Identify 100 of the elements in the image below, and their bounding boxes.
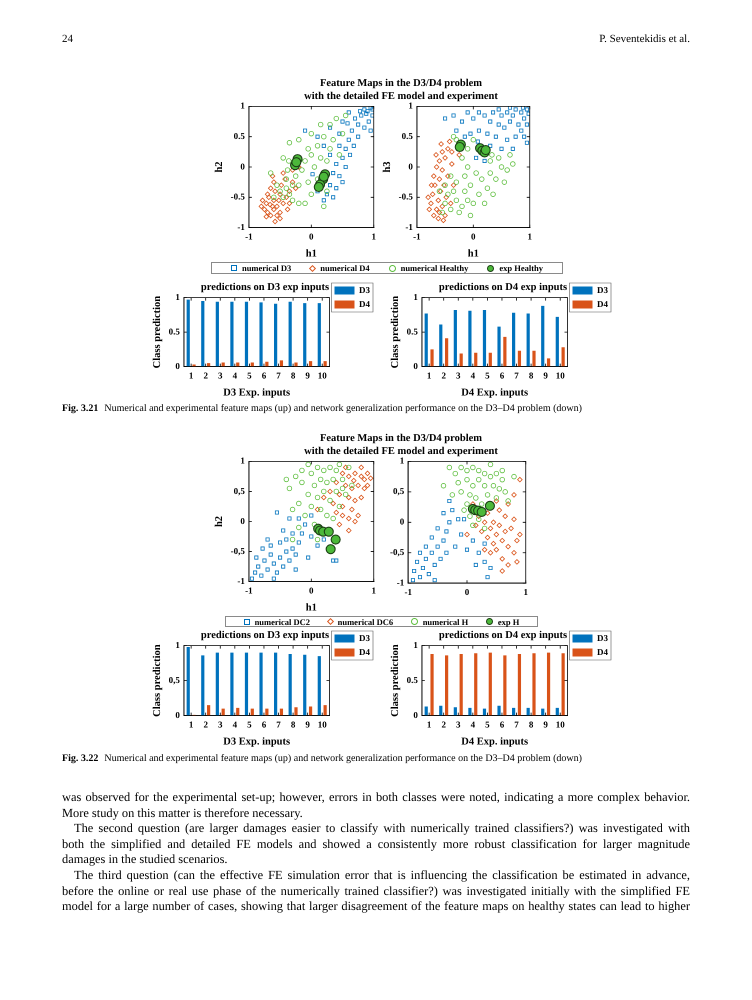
x-tick-label: 0	[471, 231, 476, 242]
x-tick-label: 1	[426, 719, 432, 730]
y-tick-label: 1	[413, 292, 418, 302]
x-tick-label: 1	[372, 585, 376, 596]
x-tick-label: 1	[426, 370, 432, 380]
x-tick-label: 6	[262, 719, 267, 730]
x-axis-title: D3 Exp. inputs	[223, 736, 290, 748]
x-tick-label: 10	[318, 370, 328, 380]
x-tick-label: 9	[305, 370, 310, 380]
x-tick-label: 7	[276, 719, 282, 730]
legend-label: D3	[597, 632, 608, 643]
y-tick-label: -0.5	[398, 192, 414, 202]
y-tick-label: 0,5	[234, 486, 246, 496]
y-tick-label: 0.5	[402, 131, 414, 142]
text: Feature Maps in the D3/D4 problem	[318, 432, 484, 445]
y-tick-label: 0	[408, 161, 414, 172]
y-tick-label: -1	[237, 222, 246, 232]
x-tick-label: 2	[203, 719, 208, 730]
legend-label: numerical D4	[320, 263, 370, 273]
legend-label: numerical Healthy	[400, 263, 468, 273]
x-tick-label: 6	[500, 370, 505, 380]
y-tick-label: 0	[400, 516, 405, 527]
y-tick-label: 0	[413, 710, 418, 720]
y-tick-label: 0.5	[234, 131, 246, 142]
legend-label: exp Healthy	[499, 263, 544, 273]
text: model for a large number of cases, showing that larger disagreement of the feature maps on healthy states can lead to higher	[62, 899, 690, 915]
text: The third question (can the effective FE simulation error that is influencing the classification be estimated in advance,	[73, 868, 690, 884]
x-tick-label: 8	[528, 719, 534, 730]
y-tick-label: -0,5	[390, 547, 405, 558]
x-tick-label: 4	[470, 719, 476, 730]
x-axis-title: D4 Exp. inputs	[461, 387, 528, 398]
legend-label: D3	[359, 284, 370, 295]
y-tick-label: 1	[240, 456, 246, 466]
y-axis-title: h2	[214, 161, 226, 173]
legend-label: numerical H	[422, 616, 468, 626]
x-axis-title: D4 Exp. inputs	[461, 736, 528, 748]
x-tick-label: 5	[247, 719, 252, 730]
x-tick-label: 1	[188, 370, 194, 380]
chart-title: predictions on D3 exp inputs	[200, 282, 330, 294]
x-axis-title: h1	[468, 248, 479, 260]
y-tick-label: 0	[240, 516, 246, 526]
legend-label: numerical DC2	[254, 616, 310, 626]
caption: Fig. 3.22	[62, 753, 98, 764]
text: The second question (are larger damages easier to classify with numerically trained classifiers?) was investigated with	[73, 821, 690, 837]
text: before the online or real use phase of the numerically trained classifier?) was investigated initially with the simplified FE	[62, 884, 690, 900]
x-tick-label: 10	[318, 719, 328, 730]
text: damages in the studied scenarios.	[62, 852, 229, 868]
text: P. Seventekidis et al.	[599, 32, 690, 47]
y-tick-label: 0	[175, 360, 180, 371]
y-tick-label: 0	[413, 360, 418, 371]
y-axis-title: h2	[214, 516, 226, 528]
x-tick-label: 7	[276, 370, 282, 380]
x-tick-label: 8	[290, 719, 296, 730]
x-tick-label: 8	[290, 370, 296, 380]
y-tick-label: 0,5	[392, 486, 405, 496]
y-tick-label: 1	[413, 640, 418, 650]
x-tick-label: 3	[218, 719, 224, 730]
y-tick-label: -1	[405, 222, 414, 232]
y-axis-title: Class prediction	[152, 296, 164, 368]
x-tick-label: 1	[524, 586, 528, 597]
y-tick-label: 0.5	[406, 674, 418, 685]
x-axis-title: D3 Exp. inputs	[223, 387, 290, 398]
y-tick-label: 1	[240, 100, 246, 111]
x-tick-label: 6	[262, 370, 267, 380]
x-tick-label: 1	[528, 231, 532, 242]
y-axis-title: Class prediction	[152, 644, 164, 717]
x-tick-label: 1	[188, 719, 194, 730]
x-tick-label: 2	[441, 370, 446, 380]
x-tick-label: 9	[543, 370, 548, 380]
x-tick-label: 4	[470, 370, 476, 380]
legend-label: D4	[359, 298, 370, 309]
x-tick-label: 5	[485, 719, 490, 730]
y-tick-label: 0.5	[406, 326, 418, 336]
y-tick-label: 0	[240, 161, 246, 172]
x-tick-label: 3	[218, 370, 224, 380]
x-tick-label: 2	[441, 719, 446, 730]
legend-label: exp H	[498, 616, 520, 626]
x-tick-label: 2	[203, 370, 208, 380]
legend-label: D3	[597, 284, 608, 295]
x-tick-label: 7	[514, 719, 520, 730]
x-axis-title: h1	[306, 602, 317, 614]
legend-label: D4	[359, 646, 370, 657]
chart-title: predictions on D4 exp inputs	[438, 282, 568, 294]
x-axis-title: h1	[306, 248, 317, 260]
y-tick-label: -1	[237, 576, 246, 586]
x-tick-label: 5	[485, 370, 490, 380]
x-tick-label: 9	[543, 719, 548, 730]
y-tick-label: 1	[400, 456, 405, 466]
x-tick-label: 4	[232, 370, 238, 380]
text: both the simplified and detailed FE models and showed a consistently more robust classification for larger magnitude	[62, 836, 690, 852]
x-tick-label: 10	[556, 370, 566, 380]
chart-title: predictions on D3 exp inputs	[200, 630, 330, 642]
legend-label: D3	[359, 632, 370, 643]
x-tick-label: 0	[309, 585, 314, 596]
text: More study on this matter is therefore necessary.	[62, 806, 304, 822]
x-tick-label: 0	[464, 586, 470, 597]
legend-label: numerical DC6	[338, 616, 394, 626]
text: 24	[62, 32, 73, 47]
chart-title: predictions on D4 exp inputs	[438, 630, 568, 642]
caption: Fig. 3.21	[62, 403, 98, 414]
